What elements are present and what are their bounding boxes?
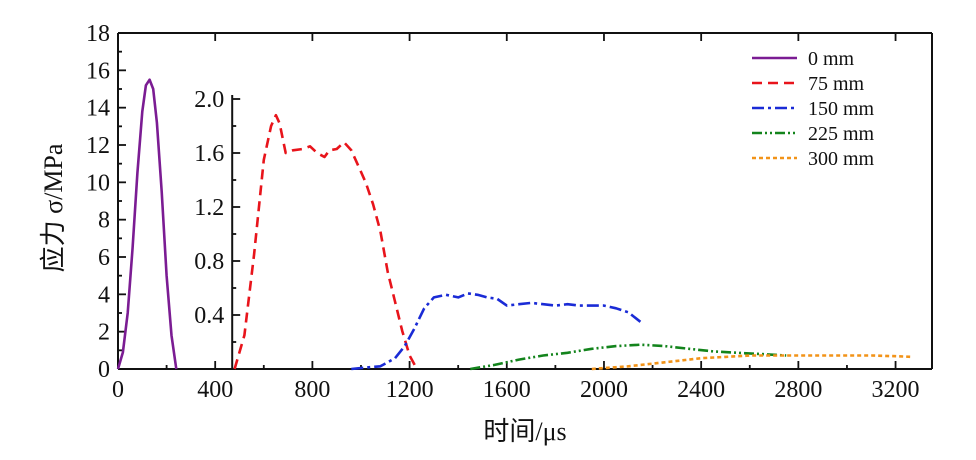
y-tick-label-main: 18 <box>86 21 110 47</box>
series-line-225-mm <box>470 343 787 371</box>
y-tick-label-inset: 0.4 <box>194 303 224 329</box>
x-tick-label: 1200 <box>386 377 434 403</box>
x-tick-label: 2000 <box>580 377 628 403</box>
y-tick-label-main: 12 <box>86 133 110 159</box>
x-tick-label: 800 <box>294 377 330 403</box>
series-line-75-mm <box>233 113 419 370</box>
y-tick-label-main: 8 <box>98 208 110 234</box>
y-axis-title: 应力 σ/MPa <box>39 143 68 272</box>
x-tick-label: 2400 <box>677 377 725 403</box>
y-tick-label-main: 2 <box>98 320 110 346</box>
y-tick-label-inset: 1.6 <box>194 141 224 167</box>
series-line-150-mm <box>351 292 642 371</box>
y-tick-label-inset: 0.8 <box>194 249 224 275</box>
y-tick-label-main: 6 <box>98 245 110 271</box>
x-tick-label: 0 <box>112 377 124 403</box>
series-line-0-mm <box>116 78 178 370</box>
x-tick-label: 1600 <box>483 377 531 403</box>
legend-label: 0 mm <box>808 48 855 70</box>
series-line-300-mm <box>591 354 913 371</box>
y-tick-label-inset: 2.0 <box>194 87 224 113</box>
y-tick-label-main: 4 <box>98 282 110 308</box>
x-axis-title: 时间/μs <box>483 417 566 446</box>
y-tick-label-main: 0 <box>98 357 110 383</box>
x-tick-label: 400 <box>197 377 233 403</box>
axes: 0 400 800 1200 1600 2000 2400 2800 3200 0 2 4 6 8 10 12… <box>86 21 933 403</box>
legend: 0 mm 75 mm 150 mm 225 mm 300 mm <box>752 48 875 170</box>
y-tick-label-main: 14 <box>86 96 110 122</box>
x-tick-label: 2800 <box>774 377 822 403</box>
legend-label: 225 mm <box>808 123 875 145</box>
y-tick-label-main: 10 <box>86 170 110 196</box>
y-tick-label-inset: 1.2 <box>194 195 224 221</box>
legend-label: 150 mm <box>808 98 875 120</box>
x-tick-label: 3200 <box>872 377 920 403</box>
legend-label: 75 mm <box>808 73 865 95</box>
y-tick-label-main: 16 <box>86 58 110 84</box>
plot-lines <box>116 78 913 371</box>
legend-label: 300 mm <box>808 148 875 170</box>
